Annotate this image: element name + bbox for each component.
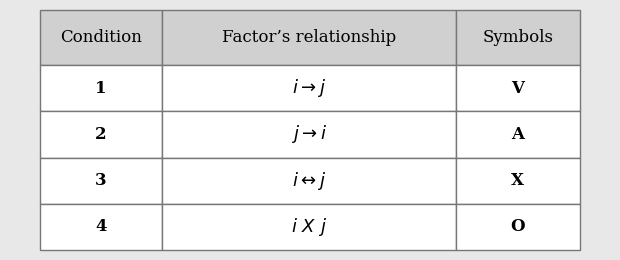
Text: 4: 4 xyxy=(95,218,107,235)
Text: $j \rightarrow i$: $j \rightarrow i$ xyxy=(291,124,327,146)
Bar xyxy=(162,66,456,112)
Text: A: A xyxy=(511,126,524,143)
Text: Factor’s relationship: Factor’s relationship xyxy=(221,29,396,46)
Bar xyxy=(456,112,580,158)
Text: 2: 2 xyxy=(95,126,107,143)
Text: 1: 1 xyxy=(95,80,107,97)
Text: 3: 3 xyxy=(95,172,107,189)
Text: $i \leftrightarrow j$: $i \leftrightarrow j$ xyxy=(291,170,326,192)
Bar xyxy=(162,204,456,250)
Text: Condition: Condition xyxy=(60,29,142,46)
Bar xyxy=(162,112,456,158)
Bar xyxy=(456,10,580,66)
Bar xyxy=(40,10,162,66)
Bar xyxy=(456,66,580,112)
Bar xyxy=(40,112,162,158)
Bar xyxy=(162,158,456,204)
Bar xyxy=(40,158,162,204)
Bar xyxy=(162,10,456,66)
Bar xyxy=(456,204,580,250)
Bar xyxy=(40,204,162,250)
Bar xyxy=(40,66,162,112)
Text: O: O xyxy=(510,218,525,235)
Text: $i \rightarrow j$: $i \rightarrow j$ xyxy=(291,77,326,99)
Text: X: X xyxy=(511,172,524,189)
Text: V: V xyxy=(512,80,524,97)
Text: $i\ X\ j$: $i\ X\ j$ xyxy=(291,216,327,238)
Text: Symbols: Symbols xyxy=(482,29,553,46)
Bar xyxy=(456,158,580,204)
